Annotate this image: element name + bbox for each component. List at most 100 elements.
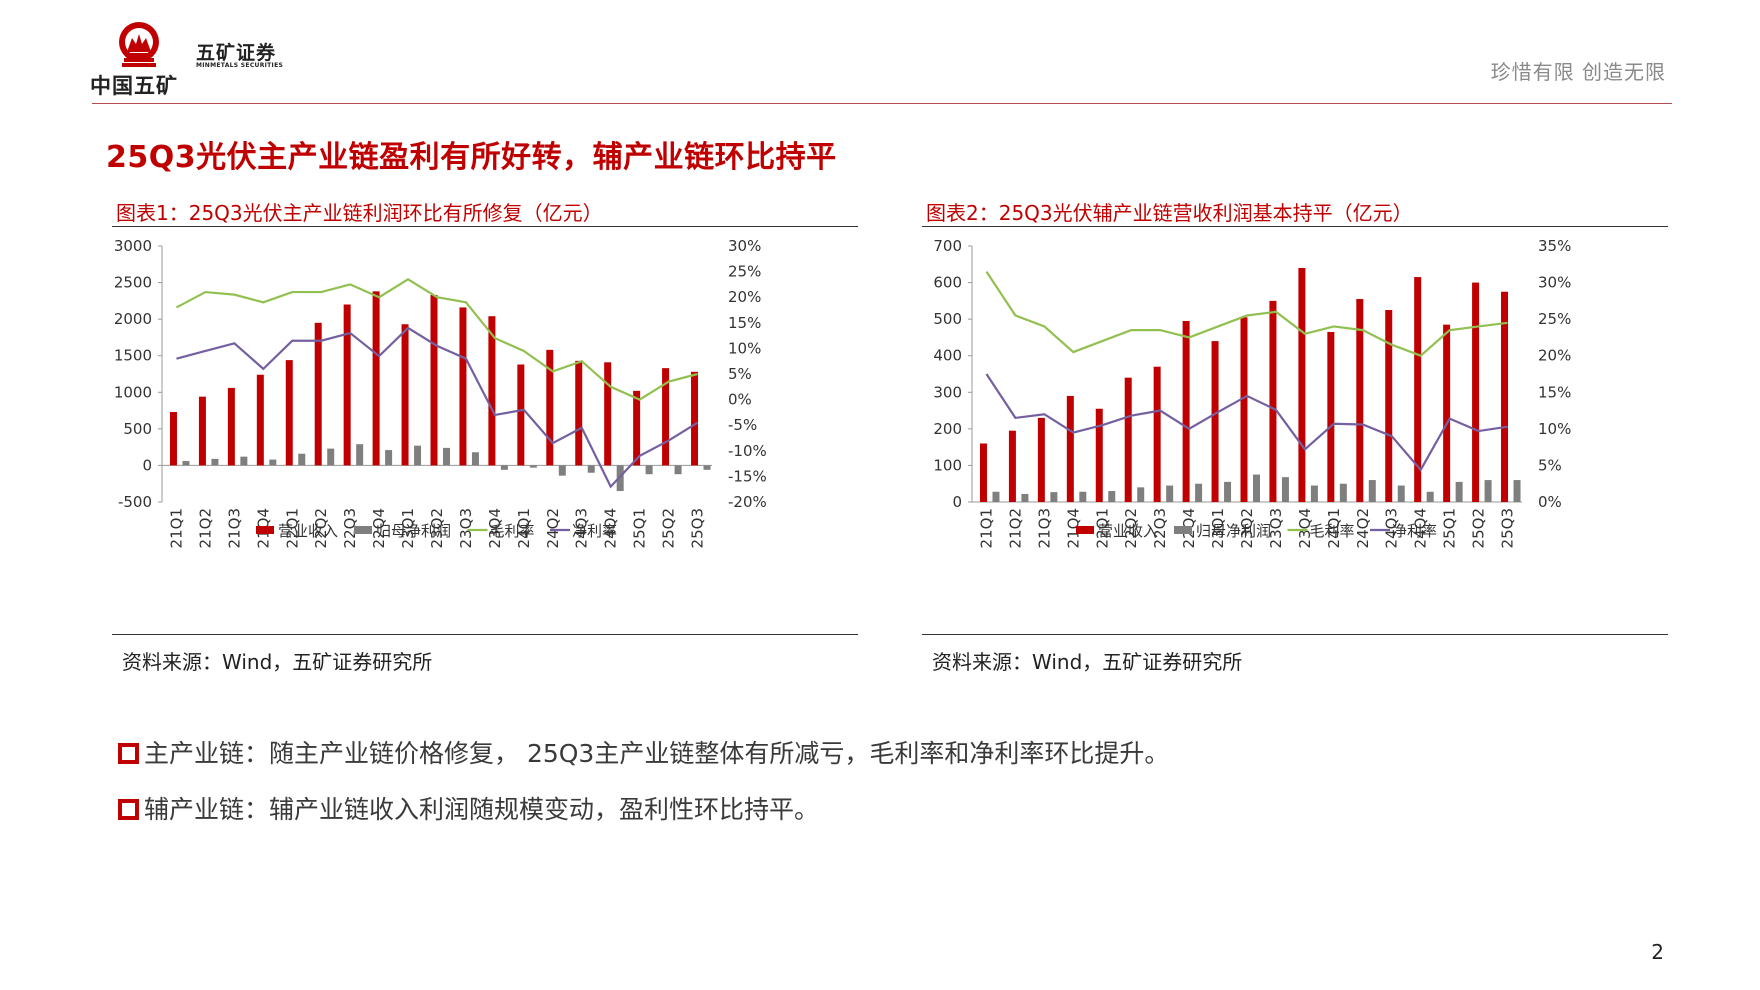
bullet-text: 辅产业链：辅产业链收入利润随规模变动，盈利性环比持平。 [144, 795, 820, 824]
x-tick-label: 25Q3 [1499, 508, 1517, 548]
bar-net-profit [211, 458, 219, 466]
y-tick-label-left: 2000 [114, 310, 152, 328]
x-tick-label: 25Q1 [631, 508, 649, 548]
x-tick-label: 23Q4 [1296, 508, 1314, 548]
x-tick-label: 23Q1 [399, 508, 417, 548]
bar-net-profit [1397, 485, 1405, 502]
x-tick-label: 23Q1 [1209, 508, 1227, 548]
bar-revenue [1153, 366, 1161, 502]
y-tick-label-left: 1000 [114, 383, 152, 401]
bar-revenue [343, 304, 351, 466]
bar-net-profit [356, 444, 364, 466]
bar-net-profit [529, 465, 537, 468]
bar-net-profit [1224, 481, 1232, 502]
bar-net-profit [587, 465, 595, 473]
bar-revenue [227, 387, 235, 466]
figure-2-top-rule [922, 226, 1668, 227]
x-tick-label: 22Q2 [312, 508, 330, 548]
y-tick-label-right: 5% [1538, 456, 1562, 474]
y-tick-label-left: 1500 [114, 347, 152, 365]
bullet-square-icon [118, 799, 139, 820]
y-tick-label-right: 20% [728, 288, 761, 306]
bar-revenue [1066, 395, 1074, 502]
y-tick-label-right: 35% [1538, 237, 1571, 255]
bar-net-profit [182, 461, 190, 466]
legend-swatch [256, 526, 274, 534]
legend-label: 归母净利润 [1196, 522, 1271, 540]
y-tick-label-right: 15% [728, 314, 761, 332]
x-tick-label: 21Q1 [167, 508, 185, 548]
bar-net-profit [1195, 483, 1203, 502]
bar-net-profit [500, 465, 508, 470]
y-tick-label-left: 100 [933, 456, 962, 474]
y-tick-label-left: 700 [933, 237, 962, 255]
bar-revenue [979, 443, 987, 502]
x-tick-label: 24Q1 [515, 508, 533, 548]
line-net-margin [176, 326, 699, 489]
x-tick-label: 22Q3 [1151, 508, 1169, 548]
x-tick-label: 22Q1 [283, 508, 301, 548]
y-tick-label-left: 500 [933, 310, 962, 328]
bar-revenue [1385, 310, 1393, 502]
y-tick-label-right: 10% [1538, 420, 1571, 438]
x-tick-label: 21Q2 [1006, 508, 1024, 548]
bar-revenue [1211, 341, 1219, 502]
bar-revenue [1124, 377, 1132, 502]
y-tick-label-right: 20% [1538, 347, 1571, 365]
bar-net-profit [298, 453, 306, 466]
brand-name-en: MINMETALS SECURITIES [196, 62, 284, 69]
y-tick-label-right: 25% [1538, 310, 1571, 328]
bar-revenue [633, 390, 641, 466]
bar-revenue [401, 324, 409, 466]
bar-net-profit [1484, 480, 1492, 502]
x-tick-label: 23Q2 [1238, 508, 1256, 548]
company-logo: 中国五矿 五矿证券 MINMETALS SECURITIES [88, 18, 298, 98]
x-tick-label: 23Q2 [428, 508, 446, 548]
x-tick-label: 22Q1 [1093, 508, 1111, 548]
x-tick-label: 23Q3 [457, 508, 475, 548]
x-tick-label: 24Q3 [1383, 508, 1401, 548]
y-tick-label-left: 400 [933, 347, 962, 365]
bar-revenue [488, 316, 496, 466]
bar-net-profit [1137, 487, 1145, 502]
bar-net-profit [1253, 474, 1260, 502]
figure-1-source: 资料来源：Wind，五矿证券研究所 [122, 650, 433, 674]
bar-net-profit [616, 465, 624, 492]
bar-revenue [1037, 417, 1045, 502]
legend-swatch [354, 526, 372, 534]
bullet-square-icon [118, 743, 139, 764]
figure-2-source: 资料来源：Wind，五矿证券研究所 [932, 650, 1243, 674]
bar-revenue [1443, 324, 1451, 502]
legend-label: 归母净利润 [376, 522, 451, 540]
y-tick-label-left: 3000 [114, 237, 152, 255]
bar-net-profit [327, 448, 335, 466]
bar-net-profit [443, 447, 450, 466]
y-tick-label-left: -500 [118, 493, 152, 511]
bar-revenue [604, 362, 612, 466]
bar-net-profit [558, 465, 566, 476]
legend-label: 营业收入 [278, 522, 338, 540]
bar-revenue [372, 291, 380, 466]
bar-net-profit [1050, 492, 1058, 502]
bar-revenue [691, 371, 699, 466]
y-tick-label-right: -15% [728, 467, 767, 485]
legend-swatch [1076, 526, 1094, 534]
x-tick-label: 21Q3 [225, 508, 243, 548]
bar-revenue [285, 360, 293, 466]
x-tick-label: 24Q4 [602, 508, 620, 548]
x-tick-label: 23Q3 [1267, 508, 1285, 548]
figure-2-title: 图表2：25Q3光伏辅产业链营收利润基本持平（亿元） [926, 201, 1413, 225]
legend-label: 毛利率 [1310, 522, 1355, 540]
figure-1-title: 图表1：25Q3光伏主产业链利润环比有所修复（亿元） [116, 201, 603, 225]
x-tick-label: 25Q1 [1441, 508, 1459, 548]
bar-net-profit [471, 452, 479, 466]
minmetals-emblem-icon [119, 22, 159, 67]
y-tick-label-right: 5% [728, 365, 752, 383]
bar-revenue [430, 295, 438, 466]
x-tick-label: 22Q4 [370, 508, 388, 548]
y-tick-label-left: 200 [933, 420, 962, 438]
bullet-text: 主产业链：随主产业链价格修复， 25Q3主产业链整体有所减亏，毛利率和净利率环比… [144, 739, 1170, 768]
bar-revenue [1298, 267, 1306, 502]
bar-revenue [1182, 320, 1190, 502]
brand-name-cn: 五矿证券 [196, 42, 277, 64]
